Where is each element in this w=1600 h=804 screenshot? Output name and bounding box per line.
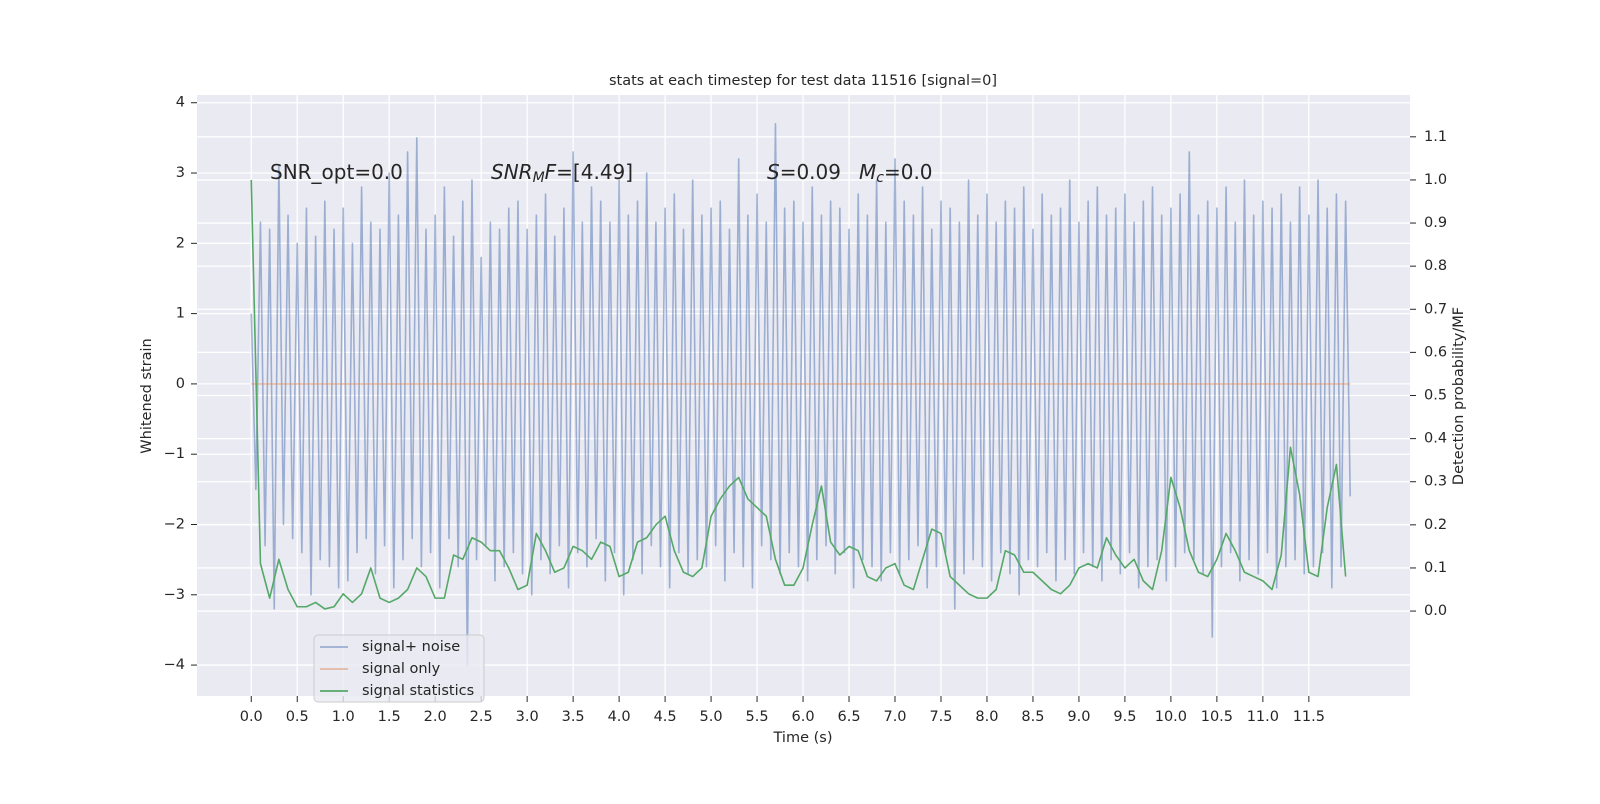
x-tick-label: 9.5 [1113, 709, 1136, 725]
y-tick-label: 3 [176, 165, 185, 181]
x-tick-label: 11.0 [1247, 709, 1279, 725]
legend-label: signal statistics [362, 683, 474, 699]
y2-tick-label: 0.4 [1424, 431, 1447, 447]
y2-tick-label: 0.2 [1424, 517, 1447, 533]
y2-tick-label: 0.6 [1424, 344, 1447, 360]
y-tick-label: 1 [176, 306, 185, 322]
annotation-part: M [859, 160, 876, 184]
x-tick-label: 7.5 [929, 709, 952, 725]
legend-box [313, 634, 485, 703]
x-tick-label: 8.5 [1021, 709, 1044, 725]
y2-tick-label: 0.9 [1424, 215, 1447, 231]
y-tick-label: −1 [164, 446, 185, 462]
y-tick-label: −4 [164, 657, 185, 673]
annotation: S=0.09 [767, 160, 841, 184]
annotation: Mc=0.0 [859, 160, 933, 187]
annotation-part: c [876, 170, 884, 186]
y-tick-label: 2 [176, 235, 185, 251]
y2-tick-label: 0.3 [1424, 474, 1447, 490]
y2-tick-label: 0.0 [1424, 603, 1447, 619]
y2-tick-label: 0.5 [1424, 388, 1447, 404]
annotation-part: SNR_opt=0.0 [270, 160, 403, 184]
x-tick-label: 8.0 [975, 709, 998, 725]
series-line [250, 179, 1347, 610]
annotation-part: =0.0 [884, 160, 933, 184]
annotation-part: S [767, 160, 780, 184]
annotation-part: F [545, 160, 557, 184]
annotation: SNRMF=[4.49] [491, 160, 633, 187]
y-tick-label: −3 [164, 587, 185, 603]
y2-tick-label: 0.7 [1424, 301, 1447, 317]
x-tick-label: 11.5 [1293, 709, 1325, 725]
x-tick-label: 2.0 [424, 709, 447, 725]
y2-tick-label: 0.8 [1424, 258, 1447, 274]
y2-tick-label: 0.1 [1424, 560, 1447, 576]
axes: 0.0 0.5 1.0 1.5 2.0 2.5 3.0 3.5 4.0 4.5 5.0 5.5 6.0 6… [164, 95, 1447, 725]
y-tick-label: −2 [164, 516, 185, 532]
x-tick-label: 4.0 [608, 709, 631, 725]
annotation-part: SNR [491, 160, 533, 184]
x-tick-label: 2.5 [470, 709, 493, 725]
annotation-part: =[4.49] [556, 160, 633, 184]
legend-label: signal only [362, 661, 441, 677]
annotation-part: =0.09 [780, 160, 841, 184]
x-tick-label: 6.0 [792, 709, 815, 725]
y2-tick-label: 1.1 [1424, 129, 1447, 145]
x-tick-label: 5.5 [746, 709, 769, 725]
x-tick-label: 6.5 [837, 709, 860, 725]
x-tick-label: 0.5 [286, 709, 309, 725]
x-tick-label: 9.0 [1067, 709, 1090, 725]
y-tick-label: 4 [176, 95, 185, 111]
x-tick-label: 0.0 [240, 709, 263, 725]
y-tick-label: 0 [176, 376, 185, 392]
x-axis-label: Time (s) [773, 730, 833, 746]
annotation-part: M [533, 170, 545, 186]
chart-title: stats at each timestep for test data 115… [609, 73, 997, 89]
x-tick-label: 1.0 [332, 709, 355, 725]
legend-label: signal+ noise [362, 639, 460, 655]
x-tick-label: 4.5 [654, 709, 677, 725]
marks: SNR_opt=0.0 SNRMF=[4.49] S=0.09 Mc=0.0 [250, 123, 1352, 666]
x-tick-label: 3.5 [562, 709, 585, 725]
y2-tick-label: 1.0 [1424, 172, 1447, 188]
x-tick-label: 7.0 [883, 709, 906, 725]
legend: signal+ noise signal only signal statistic… [313, 634, 485, 703]
y2-axis-label: Detection probability/MF [1451, 307, 1467, 485]
annotation: SNR_opt=0.0 [270, 160, 403, 184]
x-tick-label: 10.0 [1155, 709, 1187, 725]
x-tick-label: 1.5 [378, 709, 401, 725]
y-axis-label: Whitened strain [139, 338, 155, 453]
x-tick-label: 5.0 [700, 709, 723, 725]
x-tick-label: 3.0 [516, 709, 539, 725]
series-line [250, 123, 1352, 666]
x-tick-label: 10.5 [1201, 709, 1233, 725]
